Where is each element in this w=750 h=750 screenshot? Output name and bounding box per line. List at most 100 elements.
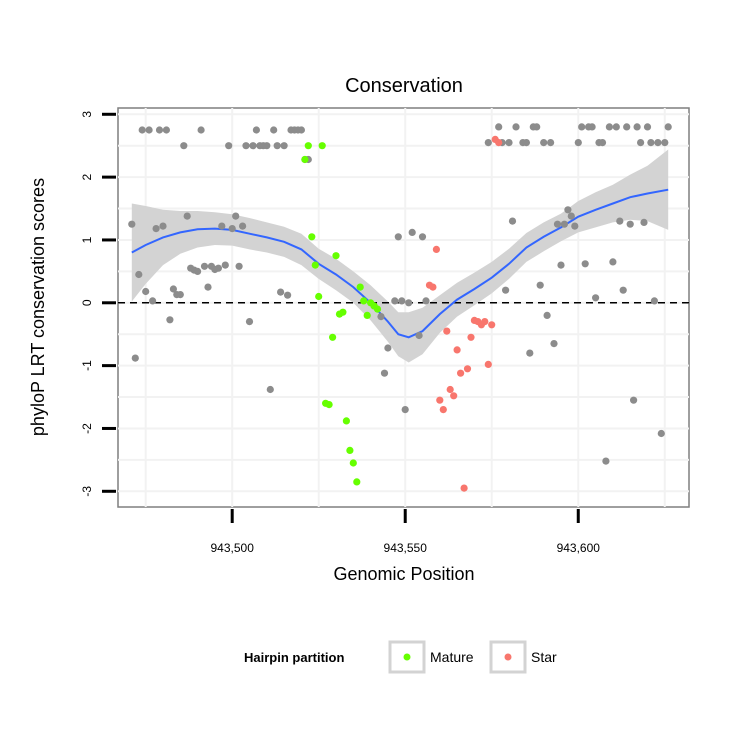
point-mature: [353, 478, 361, 486]
point-other: [242, 142, 250, 150]
point-other: [578, 123, 586, 131]
point-star: [488, 321, 496, 329]
point-other: [512, 123, 520, 131]
y-tick-label: 2: [80, 173, 94, 180]
point-other: [484, 139, 492, 147]
point-mature: [342, 417, 350, 425]
point-other: [277, 288, 285, 296]
point-other: [574, 139, 582, 147]
point-mature: [332, 252, 340, 260]
legend-label-mature: Mature: [430, 649, 474, 665]
point-other: [418, 233, 427, 241]
point-other: [166, 316, 174, 324]
point-other: [169, 285, 177, 293]
point-other: [609, 258, 617, 266]
point-other: [616, 217, 624, 225]
point-other: [252, 126, 260, 134]
point-other: [235, 262, 243, 270]
point-star: [446, 385, 454, 394]
point-other: [394, 233, 402, 241]
point-other: [152, 225, 160, 233]
point-star: [481, 318, 489, 326]
point-other: [557, 261, 565, 269]
point-other: [536, 281, 544, 289]
point-other: [564, 206, 572, 214]
point-mature: [325, 401, 333, 409]
point-other: [135, 270, 143, 279]
point-other: [505, 139, 513, 147]
point-mature: [373, 305, 382, 313]
point-mature: [311, 261, 319, 269]
point-other: [197, 126, 205, 134]
point-other: [495, 123, 503, 131]
point-other: [526, 349, 534, 357]
point-other: [640, 218, 648, 226]
point-mature: [318, 142, 326, 150]
point-other: [408, 228, 416, 236]
point-mature: [349, 459, 357, 467]
data-points: [128, 123, 672, 492]
point-other: [138, 126, 146, 134]
point-star: [484, 360, 492, 368]
point-other: [598, 139, 607, 147]
point-other: [619, 286, 627, 294]
point-other: [533, 123, 541, 131]
series-mature: [301, 142, 382, 486]
confidence-ribbon-layer: [131, 149, 669, 363]
point-other: [128, 220, 136, 228]
y-tick-label: -1: [80, 360, 94, 371]
point-other: [221, 261, 229, 269]
point-other: [633, 123, 641, 131]
y-axis-title: phyloP LRT conservation scores: [28, 178, 48, 436]
point-other: [391, 297, 399, 305]
point-other: [664, 123, 672, 131]
point-other: [654, 139, 662, 147]
point-mature: [339, 308, 347, 316]
y-tick-label: 0: [80, 299, 94, 306]
point-other: [650, 297, 659, 305]
point-other: [232, 212, 240, 220]
point-other: [180, 142, 188, 150]
point-star: [436, 396, 444, 404]
point-other: [155, 126, 164, 134]
x-tick-label: 943,550: [384, 541, 428, 555]
point-other: [228, 225, 236, 233]
point-other: [661, 139, 669, 147]
point-other: [623, 123, 631, 131]
legend-key-star-dot: [504, 653, 512, 661]
point-star: [432, 245, 440, 253]
point-other: [626, 220, 634, 228]
point-other: [401, 406, 409, 414]
point-other: [540, 139, 548, 147]
point-other: [643, 123, 652, 131]
legend: Hairpin partition Mature Star: [244, 640, 557, 674]
legend-label-star: Star: [531, 649, 557, 665]
point-other: [273, 142, 281, 150]
confidence-ribbon: [131, 149, 669, 363]
legend-title: Hairpin partition: [244, 650, 344, 665]
point-other: [162, 126, 170, 134]
point-other: [550, 340, 558, 348]
point-other: [142, 287, 150, 296]
point-other: [647, 139, 655, 147]
y-tick-label: 3: [80, 111, 94, 118]
point-other: [547, 139, 555, 147]
x-axis-title: Genomic Position: [333, 564, 474, 584]
x-tick-label: 943,500: [211, 541, 255, 555]
point-other: [377, 313, 385, 321]
series-star: [425, 135, 503, 492]
point-other: [263, 142, 271, 150]
y-tick-label: -3: [80, 486, 94, 497]
chart-title: Conservation: [345, 75, 463, 97]
point-star: [443, 327, 451, 335]
point-other: [581, 260, 589, 268]
point-other: [214, 264, 222, 272]
point-mature: [356, 283, 364, 291]
point-mature: [346, 446, 354, 454]
point-star: [429, 283, 437, 291]
point-other: [560, 220, 569, 228]
point-star: [457, 369, 465, 377]
point-other: [398, 297, 406, 305]
point-other: [204, 283, 212, 291]
point-other: [145, 126, 153, 134]
